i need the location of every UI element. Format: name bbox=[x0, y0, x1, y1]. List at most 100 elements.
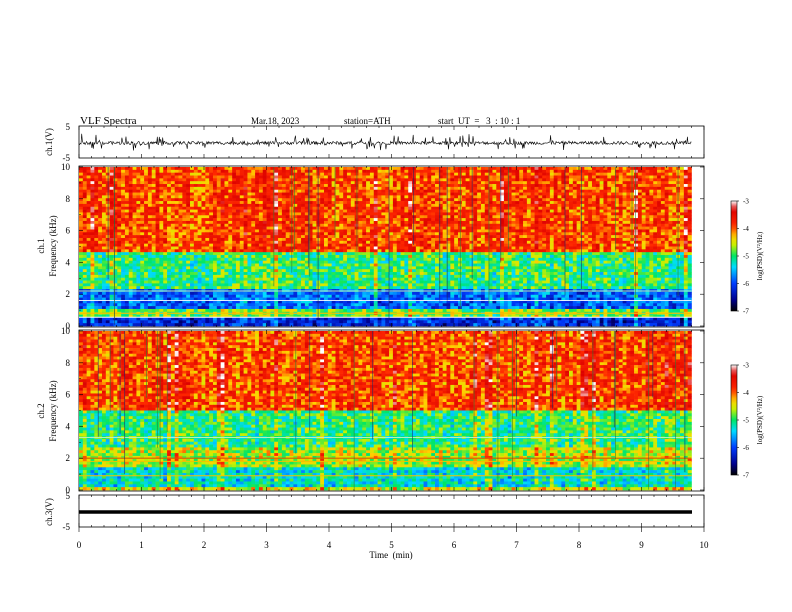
spectrogram-cell bbox=[538, 172, 543, 176]
spectrogram-cell bbox=[488, 223, 493, 227]
spectrogram-cell bbox=[101, 212, 107, 216]
spectrogram-cell bbox=[435, 226, 440, 230]
spectrogram-cell bbox=[534, 175, 539, 179]
spectrogram-cell bbox=[339, 203, 344, 208]
spectrogram-cell bbox=[389, 220, 394, 225]
spectrogram-cell bbox=[680, 198, 685, 202]
spectrogram-cell bbox=[285, 243, 290, 247]
spectrogram-cell bbox=[101, 249, 107, 253]
spectrogram-cell bbox=[320, 223, 325, 227]
spectrogram-cell bbox=[450, 226, 455, 230]
spectrogram-cell bbox=[500, 246, 505, 250]
spectrogram-cell bbox=[159, 172, 164, 176]
spectrogram-cell bbox=[626, 169, 631, 173]
spectrogram-cell bbox=[174, 178, 179, 182]
spectrogram-cell bbox=[82, 169, 87, 173]
spectrogram-cell bbox=[117, 198, 122, 202]
spectrogram-cell bbox=[205, 203, 210, 208]
spectrogram-cell bbox=[151, 232, 156, 236]
spectrogram-cell bbox=[343, 237, 348, 242]
spectrogram-cell bbox=[94, 195, 99, 199]
spectrogram-cell bbox=[653, 252, 658, 256]
spectrogram-cell bbox=[542, 246, 547, 250]
spectrogram-cell bbox=[193, 209, 198, 213]
spectrogram-cell bbox=[324, 220, 329, 225]
spectrogram-cell bbox=[90, 184, 95, 188]
spectrogram-cell bbox=[163, 175, 168, 179]
spectrogram-cell bbox=[634, 237, 639, 242]
spectrogram-cell bbox=[94, 175, 99, 179]
spectrogram-cell bbox=[159, 249, 164, 253]
spectrogram-cell bbox=[377, 215, 382, 219]
spectrogram-cell bbox=[657, 195, 662, 199]
spectrogram-cell bbox=[232, 223, 237, 227]
spectrogram-cell bbox=[569, 181, 574, 185]
spectrogram-cell bbox=[672, 229, 677, 233]
spectrogram-cell bbox=[117, 243, 122, 247]
spectrogram-cell bbox=[672, 243, 677, 247]
spectrogram-cell bbox=[182, 220, 187, 225]
spectrogram-cell bbox=[419, 206, 424, 210]
spectrogram-cell bbox=[454, 181, 459, 185]
spectrogram-cell bbox=[591, 226, 597, 230]
spectrogram-cell bbox=[301, 172, 306, 176]
spectrogram-cell bbox=[584, 229, 589, 233]
spectrogram-cell bbox=[147, 237, 153, 242]
spectrogram-cell bbox=[373, 223, 378, 227]
spectrogram-cell bbox=[569, 220, 574, 225]
spectrogram-cell bbox=[262, 203, 267, 208]
spectrogram-cell bbox=[668, 175, 673, 179]
spectrogram-cell bbox=[281, 218, 287, 222]
spectrogram-cell bbox=[484, 215, 489, 219]
spectrogram-cell bbox=[461, 178, 466, 182]
spectrogram-cell bbox=[680, 232, 685, 236]
spectrogram-cell bbox=[343, 169, 348, 173]
spectrogram-cell bbox=[580, 218, 585, 222]
spectrogram-cell bbox=[427, 223, 432, 227]
spectrogram-cell bbox=[442, 232, 447, 236]
spectrogram-cell bbox=[542, 232, 547, 236]
spectrogram-cell bbox=[454, 175, 459, 179]
spectrogram-cell bbox=[144, 206, 149, 210]
spectrogram-cell bbox=[526, 252, 532, 256]
spectrogram-cell bbox=[680, 192, 685, 196]
spectrogram-cell bbox=[565, 252, 570, 256]
spectrogram-cell bbox=[331, 186, 336, 191]
spectrogram-cell bbox=[668, 198, 673, 202]
spectrogram-cell bbox=[366, 215, 371, 219]
spectrogram-cell bbox=[392, 246, 398, 250]
spectrogram-cell bbox=[588, 195, 593, 199]
spectrogram-cell bbox=[519, 189, 524, 193]
spectrogram-cell bbox=[82, 215, 87, 219]
spectrogram-cell bbox=[511, 178, 516, 182]
spectrogram-cell bbox=[212, 192, 218, 196]
spectrogram-cell bbox=[140, 181, 145, 185]
spectrogram-cell bbox=[423, 169, 428, 173]
spectrogram-cell bbox=[312, 229, 317, 233]
spectrogram-cell bbox=[599, 249, 604, 253]
spectrogram-cell bbox=[182, 226, 187, 230]
spectrogram-cell bbox=[634, 235, 639, 239]
spectrogram-cell bbox=[350, 201, 355, 205]
spectrogram-cell bbox=[500, 198, 505, 202]
spectrogram-cell bbox=[220, 184, 225, 188]
spectrogram-cell bbox=[419, 243, 424, 247]
spectrogram-cell bbox=[324, 243, 329, 247]
spectrogram-cell bbox=[239, 201, 244, 205]
spectrogram-cell bbox=[186, 246, 191, 250]
spectrogram-cell bbox=[350, 167, 355, 171]
spectrogram-cell bbox=[649, 223, 654, 227]
spectrogram-cell bbox=[553, 181, 558, 185]
spectrogram-cell bbox=[155, 229, 160, 233]
spectrogram-cell bbox=[235, 206, 241, 210]
spectrogram-cell bbox=[362, 186, 367, 191]
spectrogram-cell bbox=[664, 198, 669, 202]
spectrogram-cell bbox=[557, 175, 562, 179]
spectrogram-cell bbox=[469, 249, 474, 253]
spectrogram-cell bbox=[557, 212, 562, 216]
spectrogram-cell bbox=[618, 186, 623, 191]
spectrogram-cell bbox=[427, 186, 432, 191]
spectrogram-cell bbox=[515, 223, 520, 227]
spectrogram-cell bbox=[618, 215, 623, 219]
spectrogram-cell bbox=[657, 249, 662, 253]
